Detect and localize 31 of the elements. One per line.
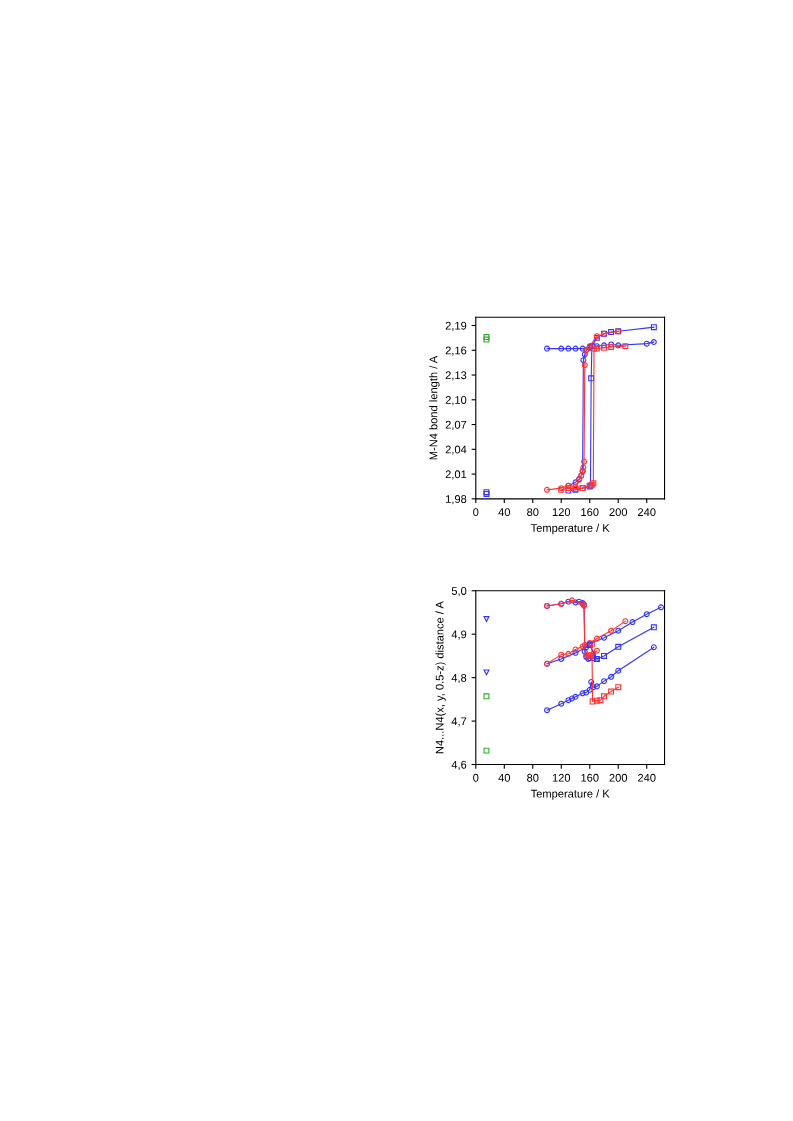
x-tick-label: 160 (581, 508, 599, 517)
x-tick-label: 240 (638, 773, 656, 782)
x-tick-label: 0 (473, 508, 479, 517)
y-tick-label: 4,6 (451, 760, 467, 770)
x-tick-label: 120 (552, 773, 571, 782)
x-axis-title: Temperature / K (530, 789, 610, 800)
y-tick-label: 2,01 (445, 470, 467, 480)
y-axis-title: M-N4 bond length / A (429, 355, 440, 460)
y-tick-label: 2,04 (445, 445, 467, 455)
y-tick-label: 2,10 (445, 396, 467, 406)
y-tick-label: 2,13 (445, 371, 467, 381)
y-tick-label: 2,19 (445, 321, 467, 331)
x-axis-title: Temperature / K (530, 523, 610, 535)
y-tick-label: 4,8 (451, 673, 467, 684)
x-tick-label: 40 (498, 508, 511, 517)
x-tick-label: 240 (638, 508, 656, 517)
y-tick-label: 2,07 (445, 420, 467, 430)
y-tick-label: 2,16 (445, 346, 467, 356)
x-tick-label: 200 (609, 508, 628, 517)
x-tick-label: 80 (527, 773, 539, 782)
x-tick-label: 80 (527, 508, 539, 517)
x-tick-label: 160 (581, 773, 599, 782)
y-tick-label: 5,0 (451, 587, 467, 597)
x-tick-label: 0 (473, 773, 479, 782)
y-tick-label: 4,7 (451, 717, 467, 727)
y-axis-title: N4...N4(x, y, 0.5-z) distance / A (435, 601, 446, 754)
y-tick-label: 1,98 (446, 495, 467, 505)
y-tick-label: 4,9 (451, 630, 467, 640)
x-tick-label: 120 (552, 508, 571, 517)
x-tick-label: 200 (609, 773, 628, 782)
x-tick-label: 40 (498, 773, 511, 782)
